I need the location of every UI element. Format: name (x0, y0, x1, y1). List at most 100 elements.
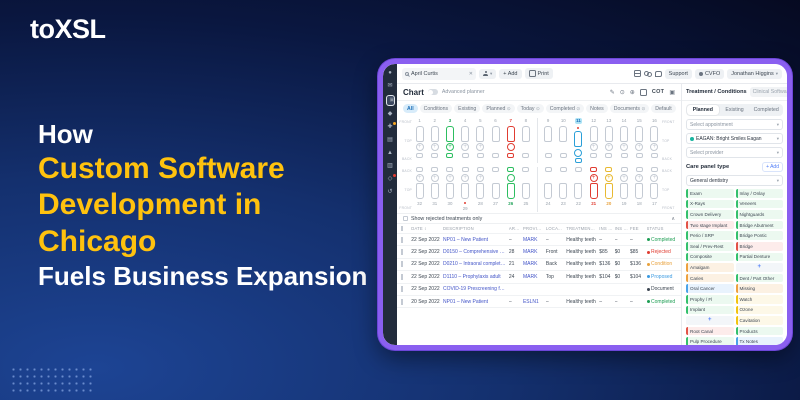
tooth-front-27[interactable] (491, 183, 500, 199)
procedure-chip[interactable]: Inlay / Onlay (735, 189, 783, 198)
tooth-top-5[interactable]: + (476, 143, 485, 151)
tooth-front-10[interactable] (559, 125, 568, 142)
procedure-chip[interactable]: X-Rays (686, 199, 734, 209)
tooth-top-7[interactable] (506, 143, 515, 151)
tooth-30[interactable]: +30 (442, 167, 457, 212)
tooth-back-11[interactable] (574, 158, 582, 163)
procedure-chip[interactable]: Missing (735, 284, 783, 293)
tooth-5[interactable]: 5 + (473, 118, 488, 163)
tab-notes[interactable]: Notes (586, 104, 608, 113)
tooth-front-29[interactable] (461, 183, 470, 199)
tooth-10[interactable]: 10 (556, 118, 571, 163)
tooth-top-9[interactable] (544, 143, 552, 151)
tooth-front-1[interactable] (415, 125, 424, 142)
tooth-front-11[interactable] (574, 131, 583, 147)
table-row[interactable]: 22 Sep 2022 COVID-19 Prescreening form D… (397, 284, 681, 296)
tooth-top-21[interactable]: + (589, 173, 598, 182)
tooth-top-11[interactable] (574, 148, 583, 157)
tooth-16[interactable]: 16 + (647, 118, 662, 163)
share-icon[interactable]: ▣ (669, 89, 675, 96)
tooth-back-22[interactable] (574, 167, 582, 172)
cell-description-link[interactable]: D1110 – Prophylaxis adult (443, 273, 501, 280)
tooth-front-9[interactable] (544, 125, 553, 142)
cell-description-link[interactable]: NP01 – New Patient (443, 236, 489, 243)
tooth-top-2[interactable]: + (430, 143, 439, 151)
procedure-chip[interactable]: Products (735, 326, 783, 336)
select-all-checkbox[interactable] (401, 226, 403, 231)
procedure-chip[interactable]: Oral Cancer (686, 284, 734, 293)
procedure-chip[interactable]: Dent / Part Other (735, 273, 783, 283)
cell-provider[interactable]: MARK (522, 273, 538, 280)
tooth-15[interactable]: 15 + (632, 118, 647, 163)
tooth-7[interactable]: 7 (503, 118, 518, 163)
tooth-back-3[interactable] (446, 152, 454, 158)
tooth-front-23[interactable] (559, 183, 568, 199)
tooth-26[interactable]: 26 (503, 167, 518, 212)
cvfo-button[interactable]: CVFO (694, 68, 725, 79)
tooth-top-22[interactable] (574, 174, 582, 182)
tooth-back-6[interactable] (492, 152, 500, 158)
tooth-front-19[interactable] (620, 183, 629, 199)
tab-documents[interactable]: Documents ⊙ (609, 104, 650, 113)
tooth-front-7[interactable] (506, 125, 515, 142)
cell-description-link[interactable]: D0150 – Comprehensive ora... (443, 249, 509, 256)
procedure-chip[interactable]: Two stage Implant (686, 220, 734, 230)
tab-clinical-software[interactable]: Clinical Software (749, 87, 787, 97)
tooth-front-21[interactable] (589, 183, 598, 199)
briefcase-icon[interactable]: ▤ (387, 137, 393, 143)
tab-today[interactable]: Today ⊙ (516, 104, 544, 113)
row-checkbox[interactable] (401, 286, 403, 293)
tooth-back-29[interactable] (461, 167, 469, 172)
tooth-top-15[interactable]: + (635, 143, 644, 151)
add-procedure-chip[interactable]: + (735, 263, 783, 272)
tooth-front-20[interactable] (604, 183, 613, 199)
procedure-chip[interactable]: Ozone (735, 305, 783, 315)
tooth-back-14[interactable] (620, 152, 628, 158)
tooth-top-25[interactable] (522, 174, 530, 182)
tooth-top-32[interactable]: + (415, 173, 424, 182)
tooth-top-6[interactable] (492, 143, 500, 151)
appointment-select[interactable]: Select appointment ▾ (686, 119, 783, 130)
tab-completed[interactable]: Completed ⊙ (545, 104, 585, 113)
tooth-front-5[interactable] (476, 125, 485, 142)
tooth-back-15[interactable] (635, 152, 643, 158)
alert-icon[interactable]: ✚ (386, 122, 396, 132)
table-row[interactable]: 22 Sep 2022 NP01 – New Patient – MARK – … (397, 234, 681, 247)
tab-default[interactable]: Default (651, 104, 676, 113)
tooth-top-23[interactable] (559, 174, 567, 182)
tooth-front-30[interactable] (445, 183, 454, 199)
procedure-chip[interactable]: Veneers (735, 199, 783, 209)
tooth-top-4[interactable]: + (461, 143, 470, 151)
tooth-20[interactable]: +20 (601, 167, 616, 212)
procedure-chip[interactable]: Bridge Pontic (735, 231, 783, 240)
clear-search-icon[interactable]: ✕ (468, 70, 473, 77)
inbox-icon[interactable]: ◇ (386, 174, 396, 184)
patient-search-input[interactable]: April Curtis ✕ (402, 67, 476, 80)
tooth-top-14[interactable]: + (620, 143, 629, 151)
chat-icon[interactable] (654, 70, 662, 77)
tab-treatment-conditions[interactable]: Treatment / Conditions (686, 89, 747, 95)
tooth-back-12[interactable] (590, 152, 598, 158)
cell-provider[interactable]: MARK (522, 261, 538, 268)
tooth-front-4[interactable] (461, 125, 470, 142)
tooth-front-22[interactable] (574, 183, 583, 199)
tooth-13[interactable]: 13 + (601, 118, 616, 163)
tooth-top-13[interactable]: + (604, 143, 613, 151)
procedure-chip[interactable]: Exam (686, 189, 734, 198)
tooth-31[interactable]: +31 (427, 167, 442, 212)
tooth-front-15[interactable] (635, 125, 644, 142)
add-procedure-chip[interactable]: + (686, 316, 734, 325)
perio-icon[interactable]: ⊕ (629, 89, 635, 96)
dentistry-type-select[interactable]: General dentistry ▾ (686, 175, 783, 186)
tooth-back-19[interactable] (620, 167, 628, 172)
tooth-top-28[interactable]: + (476, 173, 485, 182)
tooth-front-18[interactable] (635, 183, 644, 199)
procedure-chip[interactable]: Pulp Procedure (686, 337, 734, 345)
segment-completed[interactable]: Completed (753, 107, 779, 113)
procedure-chip[interactable]: Perio / SRP (686, 231, 734, 240)
tooth-top-18[interactable]: + (635, 173, 644, 182)
tooth-front-28[interactable] (476, 183, 485, 199)
tooth-back-26[interactable] (507, 167, 515, 172)
tooth-top-10[interactable] (559, 143, 567, 151)
tooth-14[interactable]: 14 + (616, 118, 631, 163)
